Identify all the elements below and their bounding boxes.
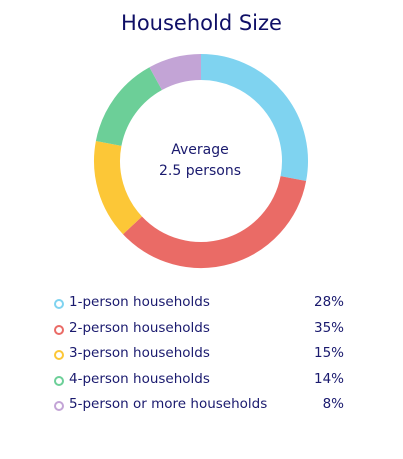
legend-swatch-icon — [54, 324, 64, 335]
legend-label: 2-person households — [69, 319, 210, 336]
legend-swatch-icon — [54, 401, 64, 411]
legend-swatch-icon — [54, 350, 64, 360]
legend-value: 35% — [313, 319, 344, 336]
legend-swatch-icon — [54, 375, 64, 386]
legend-item: 3-person households 15% — [50, 344, 350, 370]
legend-swatch-icon — [54, 299, 64, 309]
legend-value: 8% — [322, 396, 344, 412]
center-label-heading: Average — [171, 142, 229, 158]
chart-title: Household Size — [121, 11, 282, 35]
legend-item: 1-person households 28% — [50, 293, 350, 319]
legend-value: 15% — [313, 345, 344, 361]
donut-slice-3 — [94, 140, 143, 235]
legend-value: 14% — [313, 370, 344, 387]
legend-label: 5-person or more households — [69, 396, 268, 412]
legend-item: 2-person households 35% — [50, 319, 350, 345]
center-label-value: 2.5 persons — [159, 163, 241, 179]
legend-item: 5-person or more households 8% — [50, 395, 350, 421]
donut-chart — [94, 54, 308, 268]
legend-label: 1-person households — [69, 294, 210, 310]
legend-label: 3-person households — [69, 345, 210, 361]
donut-slice-4 — [95, 67, 163, 147]
legend-label: 4-person households — [69, 370, 210, 387]
donut-slice-1 — [200, 54, 308, 182]
donut-slice-2 — [123, 175, 307, 268]
legend-value: 28% — [313, 294, 344, 310]
legend-item: 4-person households 14% — [50, 370, 350, 396]
legend: 1-person households 28% 2-person household… — [50, 293, 350, 421]
donut-slice-5 — [149, 54, 202, 91]
